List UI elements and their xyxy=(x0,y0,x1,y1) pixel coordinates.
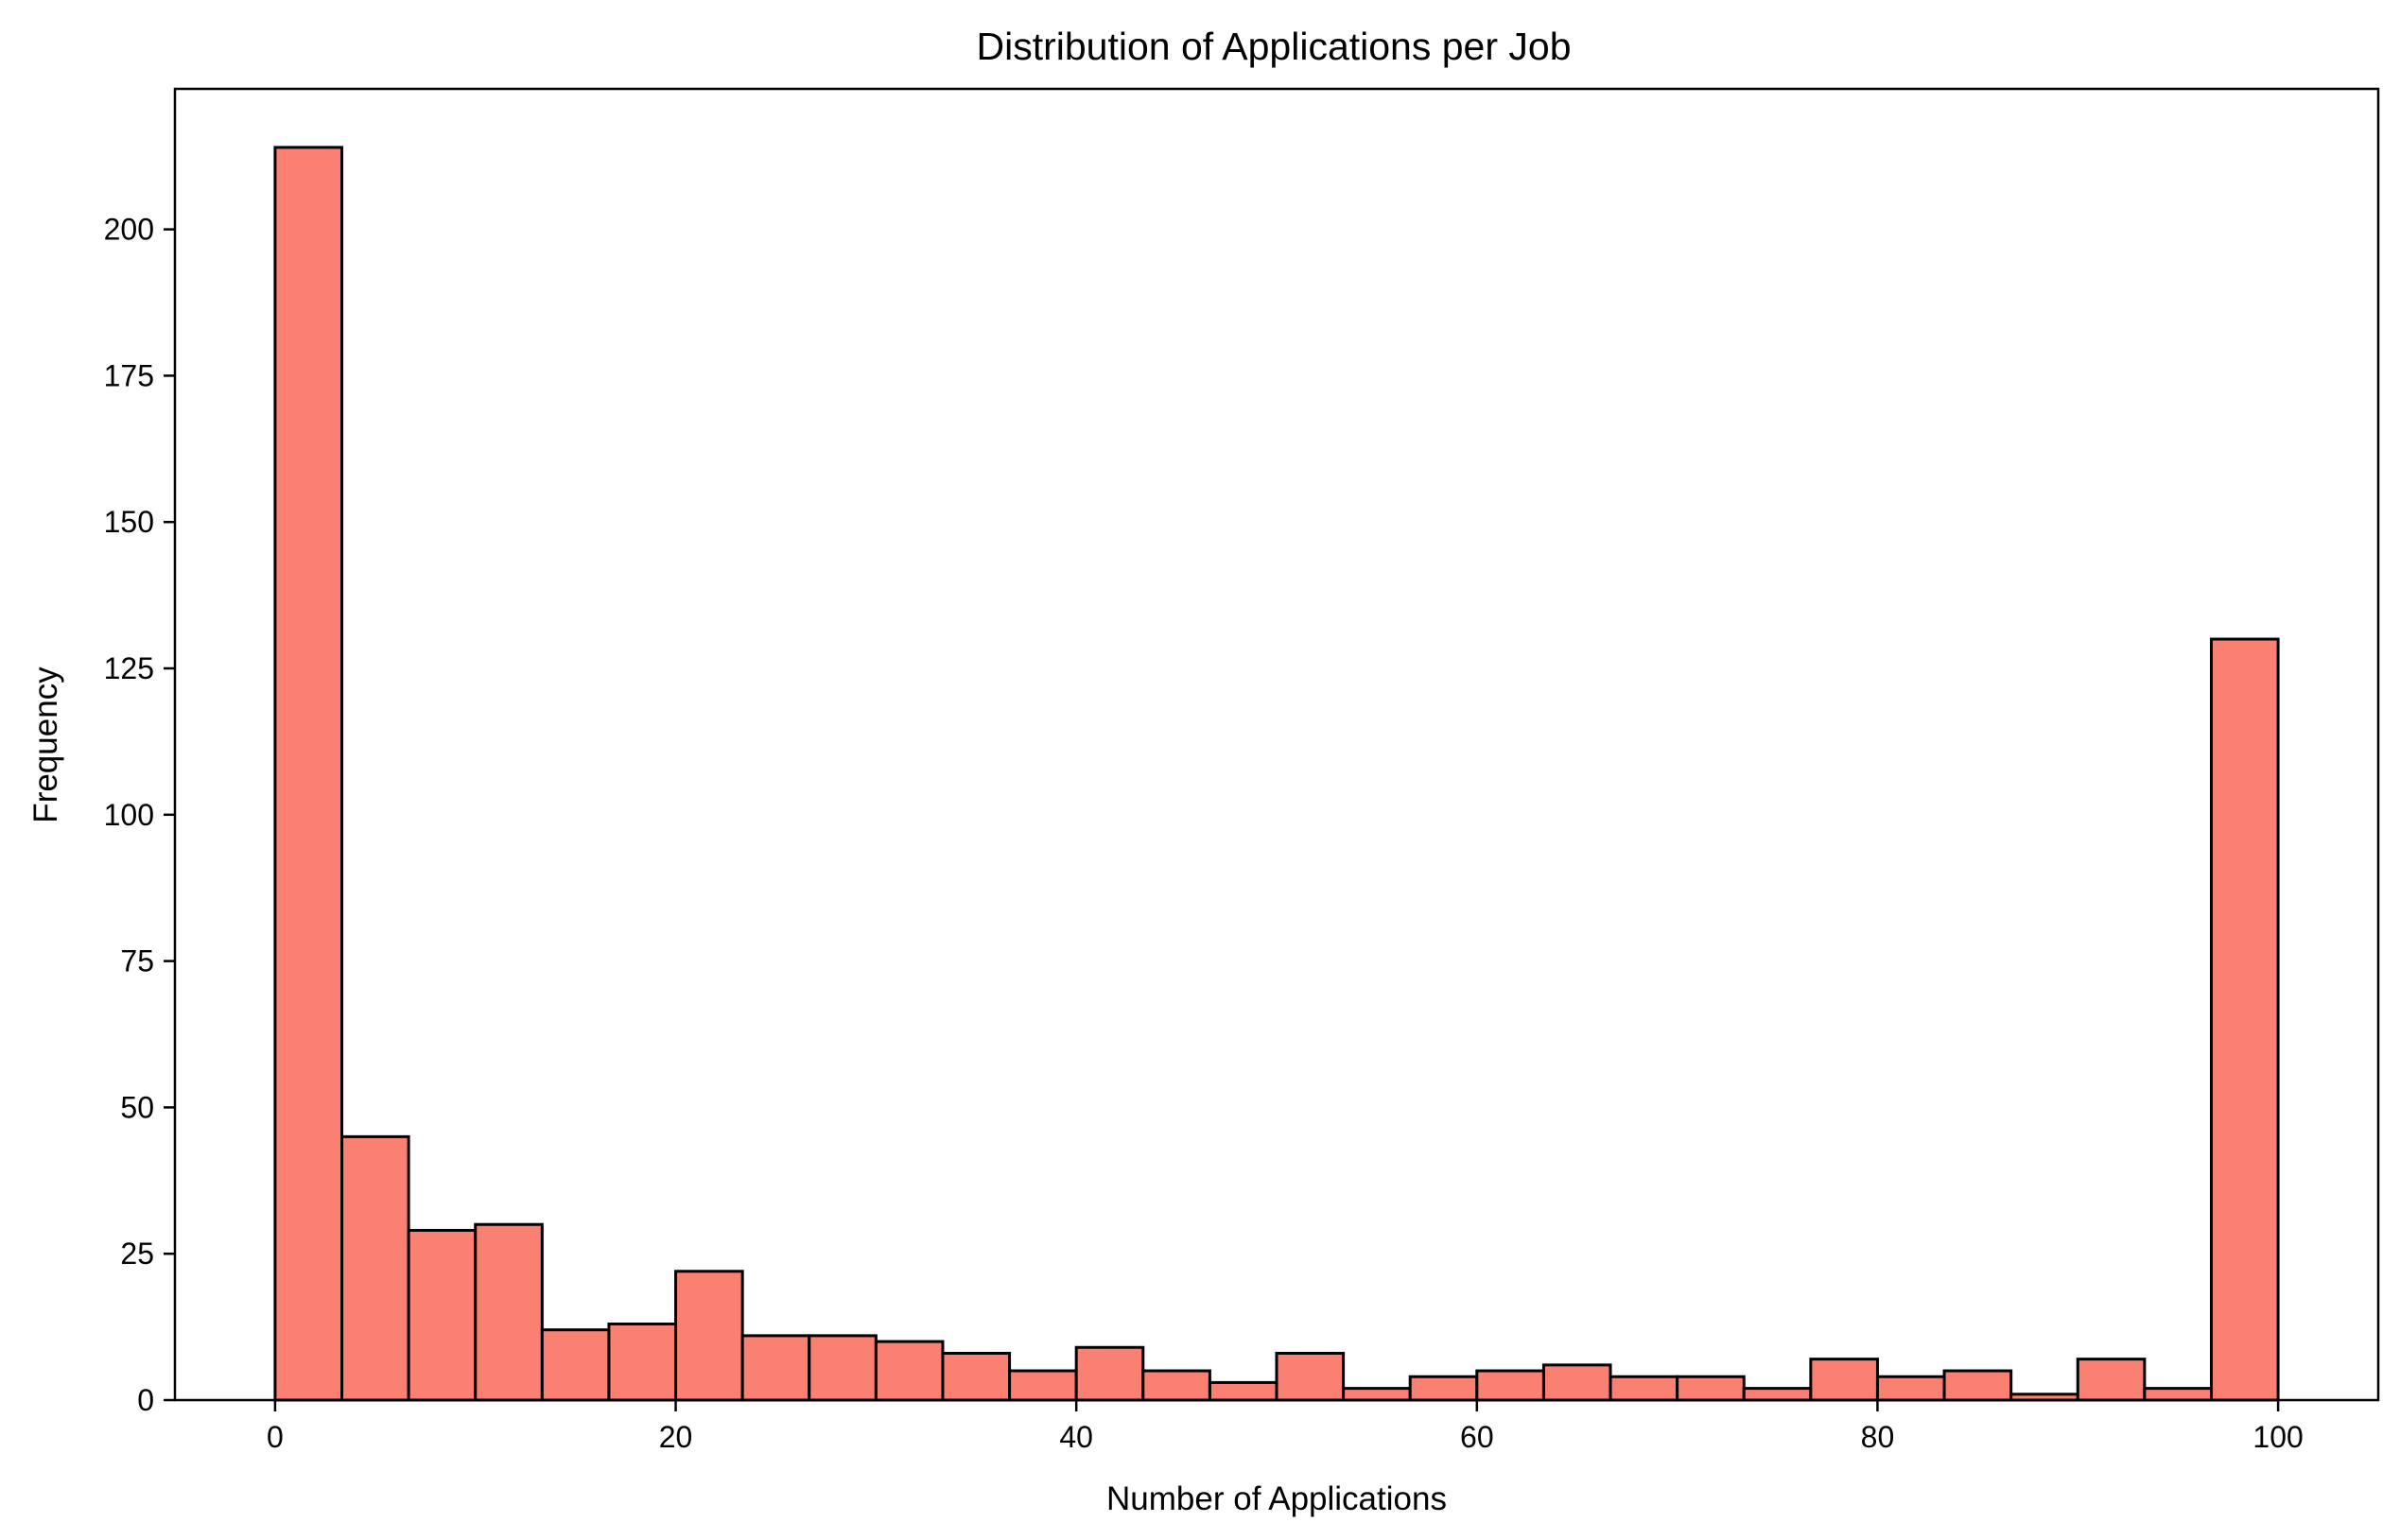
y-tick-label: 150 xyxy=(104,505,154,539)
histogram-bar xyxy=(1676,1375,1746,1402)
histogram-bar xyxy=(1475,1369,1545,1402)
x-axis-label: Number of Applications xyxy=(1106,1480,1447,1517)
histogram-bar xyxy=(1074,1345,1145,1402)
histogram-bar xyxy=(740,1334,811,1402)
y-axis-label: Frequency xyxy=(27,666,64,823)
histogram-bar xyxy=(273,146,344,1402)
x-tick-label: 60 xyxy=(1460,1420,1494,1454)
histogram-bar xyxy=(808,1334,878,1402)
histogram-bar xyxy=(1809,1358,1879,1402)
bars-group xyxy=(273,146,2280,1402)
histogram-bar xyxy=(1208,1380,1278,1402)
y-tick-label: 175 xyxy=(104,358,154,392)
y-tick-label: 100 xyxy=(104,798,154,832)
histogram-bar xyxy=(607,1323,678,1402)
histogram-bar xyxy=(674,1270,744,1402)
y-axis: 0 25 50 75 100 125 150 175 200 xyxy=(104,213,175,1417)
x-tick-label: 100 xyxy=(2252,1420,2303,1454)
x-axis: 0 20 40 60 80 100 xyxy=(267,1400,2304,1454)
histogram-bar xyxy=(1541,1363,1612,1402)
y-tick-label: 50 xyxy=(120,1090,154,1124)
x-tick-label: 40 xyxy=(1059,1420,1093,1454)
histogram-bar xyxy=(1008,1369,1078,1402)
histogram-bar xyxy=(1609,1375,1679,1402)
histogram-bar xyxy=(2076,1358,2147,1402)
histogram-bar xyxy=(1275,1351,1346,1402)
x-tick-label: 20 xyxy=(659,1420,693,1454)
histogram-bar xyxy=(1342,1387,1412,1402)
histogram-bar xyxy=(474,1222,544,1402)
histogram-bar xyxy=(1408,1375,1479,1402)
y-tick-label: 125 xyxy=(104,651,154,685)
histogram-bar xyxy=(2143,1387,2213,1402)
histogram-bar xyxy=(1742,1387,1813,1402)
y-tick-label: 0 xyxy=(137,1383,154,1417)
y-tick-label: 25 xyxy=(120,1237,154,1271)
histogram-bar xyxy=(407,1228,478,1402)
histogram-bar xyxy=(340,1134,410,1402)
y-tick-label: 75 xyxy=(120,944,154,978)
histogram-bar xyxy=(941,1351,1012,1402)
chart-title: Distribution of Applications per Job xyxy=(976,25,1571,68)
plot-frame xyxy=(173,87,2380,1402)
histogram-bar xyxy=(1942,1369,2013,1402)
histogram-bar xyxy=(1875,1375,1946,1402)
x-tick-label: 80 xyxy=(1861,1420,1895,1454)
histogram-bar xyxy=(874,1340,945,1402)
y-tick-label: 200 xyxy=(104,213,154,247)
histogram-bar xyxy=(2209,637,2280,1402)
histogram-bar xyxy=(1141,1369,1211,1402)
histogram-bar xyxy=(540,1328,611,1402)
x-tick-label: 0 xyxy=(267,1420,284,1454)
